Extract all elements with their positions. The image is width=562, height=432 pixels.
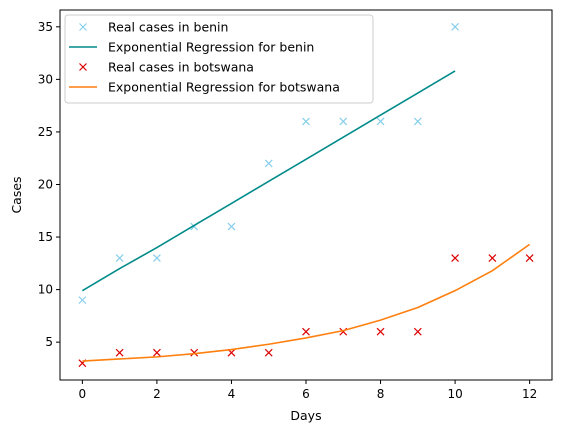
legend-box [64,14,374,104]
real-cases-in-benin-point [152,254,161,262]
real-cases-in-benin-point [376,117,385,126]
x-tick-label: 6 [302,387,310,401]
plot-frame [59,9,553,381]
real-cases-in-botswana-legend-swatch [79,63,87,71]
real-cases-in-benin-point [413,117,422,126]
real-cases-in-benin-point [339,117,348,126]
x-tick-label: 8 [377,387,385,401]
real-cases-in-botswana-point [190,348,199,357]
exponential-regression-for-botswana-line [82,243,531,362]
x-axis-title: Days [290,408,321,423]
real-cases-in-botswana-point [302,327,310,336]
real-cases-in-botswana-point [451,254,460,262]
x-tick-label: 0 [79,387,87,401]
real-cases-in-benin-point [302,117,310,126]
real-cases-in-benin-point [78,296,87,305]
x-tick-label: 2 [153,387,161,401]
legend-label: Real cases in benin [108,20,228,35]
legend-label: Exponential Regression for benin [108,40,314,55]
y-tick-label: 20 [38,177,53,191]
real-cases-in-botswana-point [376,327,385,336]
legend: Real cases in benin Exponential Regressio… [64,14,374,104]
real-cases-in-benin-legend-swatch [79,23,87,31]
real-cases-in-botswana-point [525,254,534,262]
real-cases-in-botswana-point [488,254,497,262]
y-tick-label: 15 [38,230,53,244]
y-axis-title: Cases [9,176,24,213]
real-cases-in-botswana-point [115,348,124,357]
plot-area [78,22,534,368]
x-tick-label: 10 [447,387,462,401]
real-cases-in-botswana-point [152,348,161,357]
real-cases-in-botswana-point [413,327,422,336]
x-tick-label: 12 [522,387,537,401]
real-cases-in-botswana-point [264,348,273,357]
legend-label: Real cases in botswana [108,60,254,75]
y-tick-label: 35 [38,20,53,34]
real-cases-in-benin-point [115,254,124,262]
y-tick-label: 10 [38,283,53,297]
real-cases-in-benin-point [264,159,273,168]
legend-label: Exponential Regression for botswana [108,80,340,95]
axis-ticks: 0 2 4 6 8 10 12 5 10 15 20 25 30 35 [38,20,538,401]
real-cases-in-benin-point [227,222,236,231]
y-tick-label: 5 [45,335,53,349]
y-tick-label: 25 [38,125,53,139]
y-tick-label: 30 [38,72,53,86]
real-cases-in-benin-point [451,22,460,31]
x-tick-label: 4 [228,387,236,401]
exponential-regression-for-benin-line [81,70,456,292]
